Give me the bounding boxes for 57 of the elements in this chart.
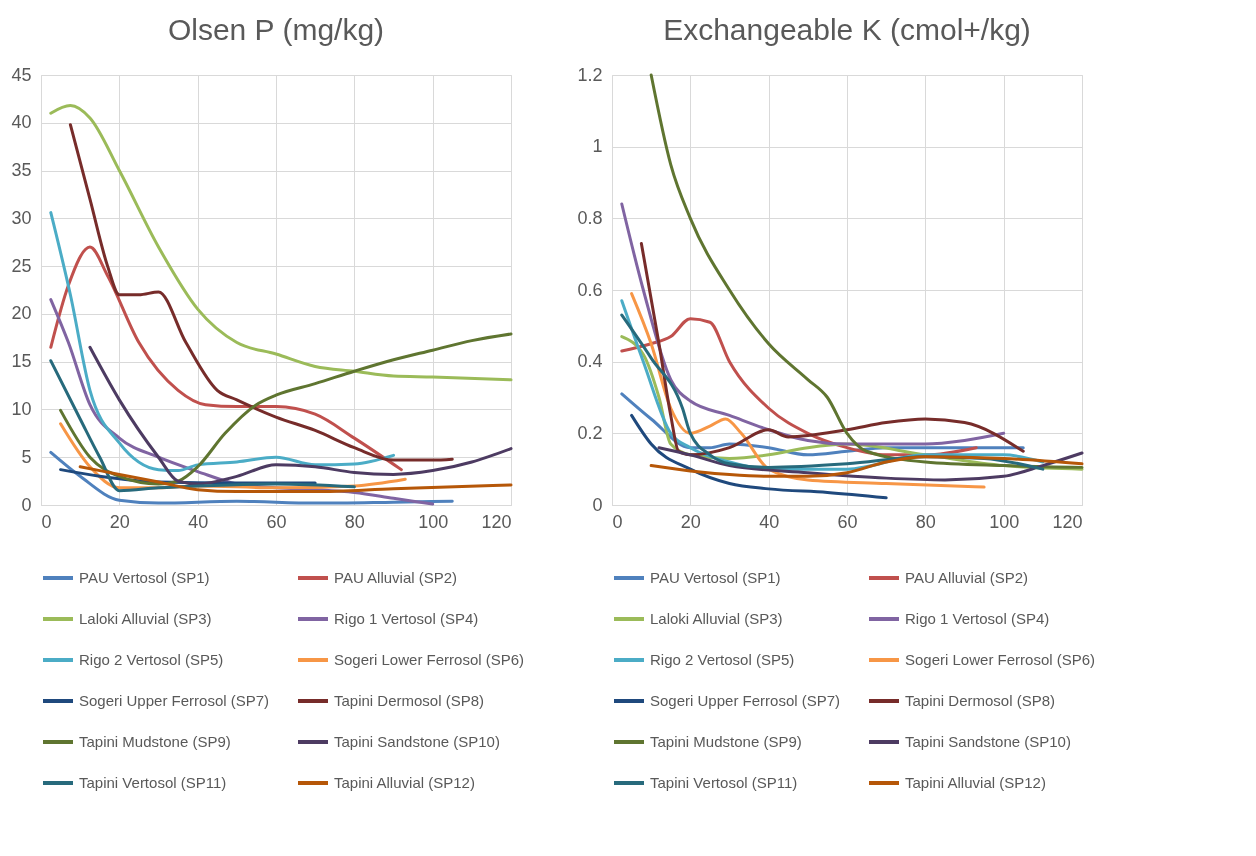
chart-title: Olsen P (mg/kg) bbox=[167, 13, 385, 46]
legend-label: Rigo 2 Vertosol (SP5) bbox=[650, 651, 795, 668]
x-tick-label: 0 bbox=[612, 511, 623, 532]
y-tick-label: 40 bbox=[11, 112, 32, 133]
x-tick-label: 20 bbox=[680, 511, 701, 532]
legend-label: PAU Vertosol (SP1) bbox=[650, 569, 781, 586]
y-tick-label: 1.2 bbox=[577, 64, 603, 85]
legend-label: Sogeri Lower Ferrosol (SP6) bbox=[334, 651, 525, 668]
legend-label: PAU Alluvial (SP2) bbox=[905, 569, 1029, 586]
x-tick-label: 60 bbox=[266, 511, 287, 532]
x-tick-label: 80 bbox=[344, 511, 365, 532]
legend-label: Tapini Sandstone (SP10) bbox=[334, 733, 500, 750]
y-tick-label: 20 bbox=[11, 303, 32, 324]
y-tick-label: 0 bbox=[592, 494, 603, 515]
y-tick-label: 5 bbox=[21, 446, 32, 467]
y-tick-label: 45 bbox=[11, 64, 32, 85]
legend-label: Sogeri Lower Ferrosol (SP6) bbox=[905, 651, 1096, 668]
x-tick-label: 120 bbox=[1052, 511, 1083, 532]
legend-label: Tapini Vertosol (SP11) bbox=[79, 774, 227, 791]
legend-label: PAU Vertosol (SP1) bbox=[79, 569, 210, 586]
legend-label: Laloki Alluvial (SP3) bbox=[650, 610, 783, 627]
x-tick-label: 100 bbox=[418, 511, 449, 532]
y-tick-label: 1 bbox=[592, 136, 603, 157]
y-tick-label: 0 bbox=[21, 494, 32, 515]
legend-label: PAU Alluvial (SP2) bbox=[334, 569, 458, 586]
y-tick-label: 0.2 bbox=[577, 422, 603, 443]
x-tick-label: 100 bbox=[989, 511, 1020, 532]
legend-label: Tapini Alluvial (SP12) bbox=[905, 774, 1046, 791]
y-tick-label: 35 bbox=[11, 160, 32, 181]
x-tick-label: 120 bbox=[481, 511, 512, 532]
legend-label: Rigo 1 Vertosol (SP4) bbox=[905, 610, 1050, 627]
x-tick-label: 60 bbox=[837, 511, 858, 532]
x-tick-label: 0 bbox=[41, 511, 52, 532]
legend-label: Rigo 1 Vertosol (SP4) bbox=[334, 610, 479, 627]
y-tick-label: 30 bbox=[11, 207, 32, 228]
legend-label: Tapini Dermosol (SP8) bbox=[334, 692, 485, 709]
legend-label: Sogeri Upper Ferrosol (SP7) bbox=[79, 692, 270, 709]
y-tick-label: 10 bbox=[11, 398, 32, 419]
x-tick-label: 40 bbox=[188, 511, 209, 532]
legend-label: Tapini Sandstone (SP10) bbox=[905, 733, 1071, 750]
y-tick-label: 15 bbox=[11, 351, 32, 372]
y-tick-label: 25 bbox=[11, 255, 32, 276]
legend-label: Tapini Mudstone (SP9) bbox=[79, 733, 231, 750]
chart-title: Exchangeable K (cmol+/kg) bbox=[663, 13, 1031, 46]
y-tick-label: 0.6 bbox=[577, 279, 603, 300]
x-tick-label: 40 bbox=[759, 511, 780, 532]
x-tick-label: 20 bbox=[109, 511, 130, 532]
x-tick-label: 80 bbox=[915, 511, 936, 532]
legend-label: Laloki Alluvial (SP3) bbox=[79, 610, 212, 627]
legend-label: Sogeri Upper Ferrosol (SP7) bbox=[650, 692, 841, 709]
legend-label: Tapini Mudstone (SP9) bbox=[650, 733, 802, 750]
legend-label: Tapini Alluvial (SP12) bbox=[334, 774, 475, 791]
legend-label: Tapini Dermosol (SP8) bbox=[905, 692, 1056, 709]
legend-label: Rigo 2 Vertosol (SP5) bbox=[79, 651, 224, 668]
legend-label: Tapini Vertosol (SP11) bbox=[650, 774, 798, 791]
y-tick-label: 0.8 bbox=[577, 207, 603, 228]
y-tick-label: 0.4 bbox=[577, 351, 603, 372]
